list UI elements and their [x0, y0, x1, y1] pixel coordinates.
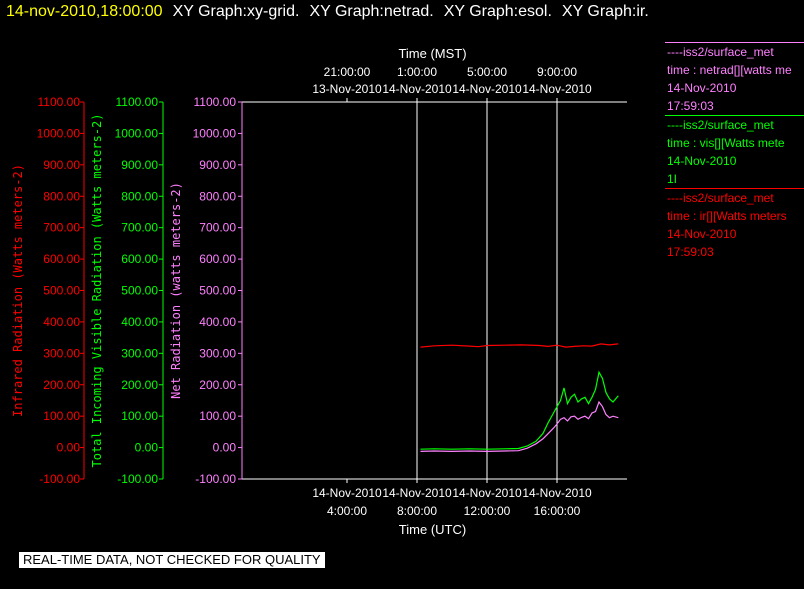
- top-axis-tick-label: 21:00:00: [324, 65, 371, 79]
- y-tick-label-ir: 200.00: [43, 378, 80, 392]
- y-tick-label-ir: 600.00: [43, 252, 80, 266]
- y-tick-label-netrad: 800.00: [199, 189, 236, 203]
- series-line-vis: [420, 370, 619, 450]
- legend-date: 14-Nov-2010: [667, 81, 737, 95]
- y-tick-label-vis: 400.00: [121, 315, 158, 329]
- bottom-axis-tick-label: 16:00:00: [534, 504, 581, 518]
- y-tick-label-ir: 900.00: [43, 158, 80, 172]
- bottom-axis-tick-label: 12:00:00: [464, 504, 511, 518]
- y-tick-label-vis: 300.00: [121, 346, 158, 360]
- bottom-axis-tick-label: 8:00:00: [397, 504, 437, 518]
- y-tick-label-vis: 500.00: [121, 284, 158, 298]
- y-tick-label-netrad: 600.00: [199, 252, 236, 266]
- y-tick-label-ir: 1100.00: [38, 95, 81, 109]
- legend-source: ----iss2/surface_met: [667, 191, 774, 205]
- y-tick-label-netrad: 1100.00: [194, 95, 237, 109]
- y-tick-label-vis: 1100.00: [116, 95, 159, 109]
- y-tick-label-netrad: 300.00: [199, 346, 236, 360]
- y-tick-label-ir: 700.00: [43, 221, 80, 235]
- top-axis-title: Time (MST): [398, 46, 466, 61]
- y-tick-label-ir: 0.00: [57, 441, 81, 455]
- y-axis-title-ir: Infrared Radiation (Watts meters-2): [11, 164, 25, 417]
- header-graph-1: XY Graph:xy-grid.: [172, 3, 300, 20]
- y-tick-label-vis: 900.00: [121, 158, 158, 172]
- legend-entry-vis[interactable]: ----iss2/surface_met time : vis[][Watts …: [665, 115, 804, 188]
- y-tick-label-vis: 1000.00: [115, 126, 159, 140]
- top-axis-tick-date: 14-Nov-2010: [452, 82, 522, 96]
- y-tick-label-vis: 100.00: [121, 409, 158, 423]
- y-tick-label-netrad: 100.00: [199, 409, 236, 423]
- legend-source: ----iss2/surface_met: [667, 45, 774, 59]
- y-tick-label-netrad: -100.00: [195, 472, 236, 486]
- legend-time: 17:59:03: [667, 245, 714, 259]
- y-tick-label-vis: -100.00: [117, 472, 158, 486]
- bottom-axis-tick-date: 14-Nov-2010: [382, 486, 452, 500]
- top-axis-tick-label: 1:00:00: [397, 65, 437, 79]
- y-tick-label-vis: 0.00: [135, 441, 159, 455]
- series-line-netrad: [420, 400, 619, 453]
- legend-source: ----iss2/surface_met: [667, 118, 774, 132]
- legend-time: 17:59:03: [667, 99, 714, 113]
- bottom-axis-tick-date: 14-Nov-2010: [452, 486, 522, 500]
- y-tick-label-ir: 100.00: [43, 409, 80, 423]
- y-tick-label-netrad: 900.00: [199, 158, 236, 172]
- y-tick-label-ir: 800.00: [43, 189, 80, 203]
- series-line-ir: [420, 343, 619, 348]
- header-timestamp: 14-nov-2010,18:00:00: [6, 3, 163, 20]
- quality-disclaimer: REAL-TIME DATA, NOT CHECKED FOR QUALITY: [19, 552, 325, 568]
- bottom-axis-tick-date: 14-Nov-2010: [312, 486, 382, 500]
- legend-date: 14-Nov-2010: [667, 227, 737, 241]
- legend-entry-netrad[interactable]: ----iss2/surface_met time : netrad[][wat…: [665, 42, 804, 115]
- legend-date: 14-Nov-2010: [667, 154, 737, 168]
- y-tick-label-netrad: 0.00: [213, 441, 237, 455]
- top-axis-tick-label: 9:00:00: [537, 65, 577, 79]
- y-tick-label-netrad: 200.00: [199, 378, 236, 392]
- y-tick-label-ir: 300.00: [43, 346, 80, 360]
- y-tick-label-vis: 700.00: [121, 221, 158, 235]
- header-graph-3: XY Graph:esol.: [443, 3, 552, 20]
- top-axis-tick-date: 13-Nov-2010: [312, 82, 382, 96]
- legend-entry-ir[interactable]: ----iss2/surface_met time : ir[][Watts m…: [665, 188, 804, 261]
- y-tick-label-ir: -100.00: [39, 472, 80, 486]
- y-tick-label-vis: 200.00: [121, 378, 158, 392]
- y-tick-label-netrad: 1000.00: [193, 126, 237, 140]
- legend-variable: time : vis[][Watts mete: [667, 136, 785, 150]
- y-tick-label-netrad: 700.00: [199, 221, 236, 235]
- y-tick-label-ir: 500.00: [43, 284, 80, 298]
- header-graph-2: XY Graph:netrad.: [309, 3, 434, 20]
- y-tick-label-ir: 1000.00: [37, 126, 81, 140]
- top-axis-tick-label: 5:00:00: [467, 65, 507, 79]
- y-axis-title-vis: Total Incoming Visible Radiation (Watts …: [90, 113, 104, 467]
- y-tick-label-netrad: 500.00: [199, 284, 236, 298]
- y-tick-label-ir: 400.00: [43, 315, 80, 329]
- y-axis-title-netrad: Net Radiation (watts meters-2): [169, 182, 183, 399]
- top-axis-tick-date: 14-Nov-2010: [522, 82, 592, 96]
- legend-time: 1I: [667, 172, 678, 186]
- header-graph-4: XY Graph:ir.: [561, 3, 649, 20]
- bottom-axis-tick-date: 14-Nov-2010: [522, 486, 592, 500]
- header: 14-nov-2010,18:00:00 XY Graph:xy-grid. XY …: [6, 3, 649, 21]
- bottom-axis-title: Time (UTC): [399, 522, 466, 537]
- y-tick-label-netrad: 400.00: [199, 315, 236, 329]
- bottom-axis-tick-label: 4:00:00: [327, 504, 367, 518]
- legend-variable: time : netrad[][watts me: [667, 63, 792, 77]
- legend: ----iss2/surface_met time : netrad[][wat…: [665, 42, 804, 261]
- legend-variable: time : ir[][Watts meters: [667, 209, 787, 223]
- y-tick-label-vis: 600.00: [121, 252, 158, 266]
- top-axis-tick-date: 14-Nov-2010: [382, 82, 452, 96]
- y-tick-label-vis: 800.00: [121, 189, 158, 203]
